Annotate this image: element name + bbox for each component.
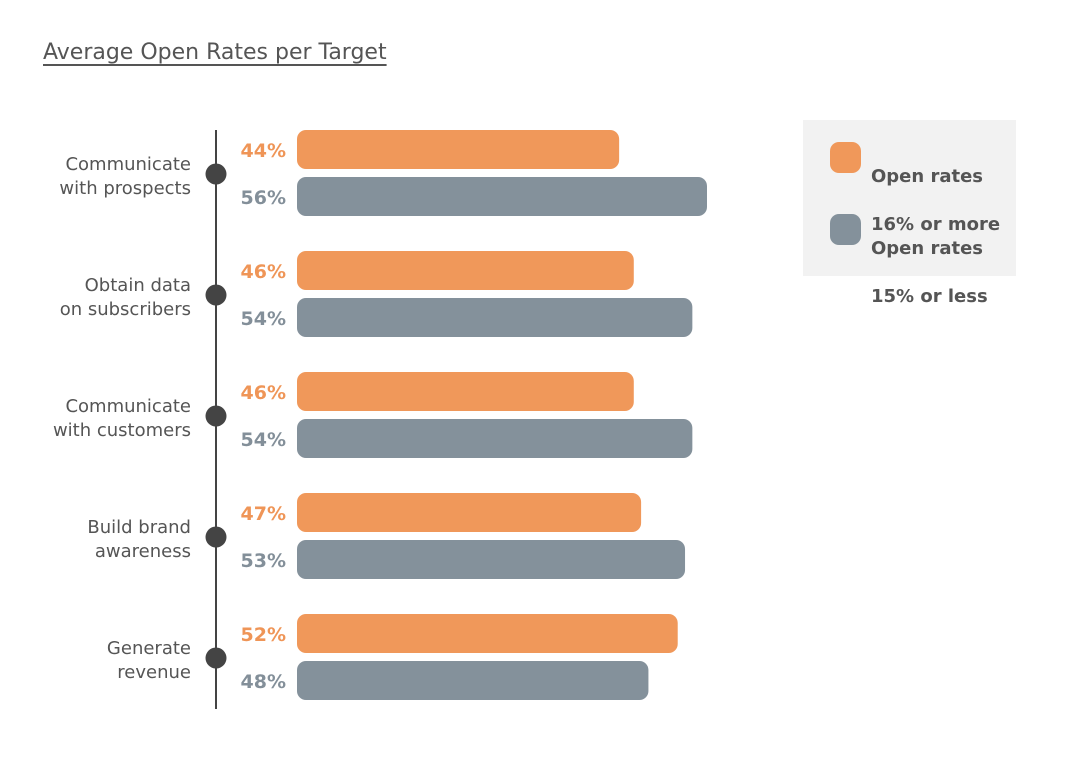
category-label: Build brand awareness <box>87 517 191 562</box>
category-label: Generate revenue <box>107 638 191 683</box>
bar-high <box>297 130 620 169</box>
legend-label-high-line1: Open rates <box>871 166 984 187</box>
category-label-line: on subscribers <box>60 299 191 320</box>
bar-value-label: 54% <box>241 308 286 330</box>
bar-low <box>297 540 686 579</box>
legend: Open rates 16% or more Open rates 15% or… <box>803 120 1016 307</box>
bar-value-label: 47% <box>241 503 286 525</box>
axis-marker-dot <box>205 405 227 427</box>
axis-marker-dot <box>205 526 227 548</box>
chart-title: Average Open Rates per Target <box>43 40 387 65</box>
axis-marker-dot <box>205 163 227 185</box>
category-label-line: Build brand <box>87 517 191 538</box>
category-label: Communicate with customers <box>53 396 191 441</box>
category-label-line: Communicate <box>65 154 191 175</box>
bar-value-label: 46% <box>241 382 286 404</box>
bar-value-label: 56% <box>241 187 286 209</box>
bar-high <box>297 372 634 411</box>
axis-marker-dot <box>205 284 227 306</box>
legend-swatch-high <box>830 142 861 173</box>
legend-label-high-line2: 16% or more <box>871 214 1001 235</box>
category-label-line: with customers <box>53 420 191 441</box>
category-label-line: Communicate <box>65 396 191 417</box>
category-label-line: Generate <box>107 638 191 659</box>
category-label-line: Obtain data <box>85 275 191 296</box>
category-label-line: with prospects <box>59 178 191 199</box>
legend-label-low-line2: 15% or less <box>871 286 988 307</box>
bar-low <box>297 177 707 216</box>
bar-low <box>297 661 649 700</box>
category-label: Obtain data on subscribers <box>60 275 191 320</box>
legend-label-low-line1: Open rates <box>871 238 984 259</box>
bar-low <box>297 298 693 337</box>
bar-low <box>297 419 693 458</box>
legend-entry-high: Open rates 16% or more <box>830 141 1000 261</box>
axis-marker-dot <box>205 647 227 669</box>
bar-high <box>297 251 634 290</box>
bar-value-label: 44% <box>241 140 286 162</box>
legend-entry-low: Open rates 15% or less <box>830 213 988 333</box>
category-label-line: revenue <box>117 662 191 683</box>
bar-high <box>297 614 678 653</box>
category-label-line: awareness <box>95 541 191 562</box>
legend-swatch-low <box>830 214 861 245</box>
bar-value-label: 54% <box>241 429 286 451</box>
bar-value-label: 46% <box>241 261 286 283</box>
category-label: Communicate with prospects <box>59 154 191 199</box>
bar-value-label: 52% <box>241 624 286 646</box>
bar-value-label: 48% <box>241 671 286 693</box>
bar-high <box>297 493 642 532</box>
bar-value-label: 53% <box>241 550 286 572</box>
